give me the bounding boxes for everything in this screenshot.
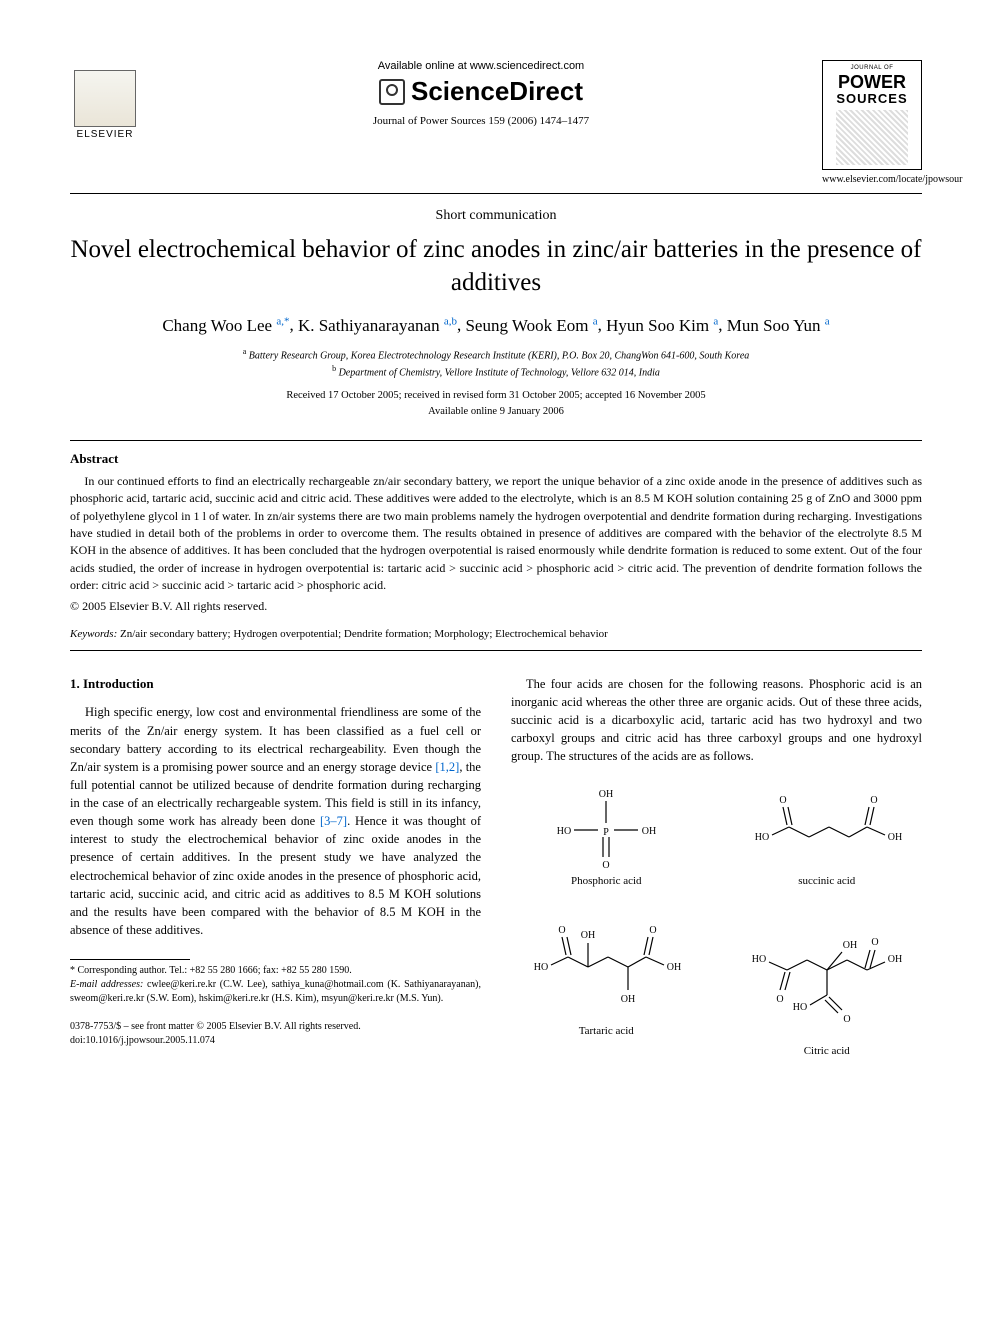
left-column: 1. Introduction High specific energy, lo… — [70, 675, 481, 1061]
phosphoric-label: Phosphoric acid — [571, 874, 642, 890]
author-1: Chang Woo Lee a,* — [162, 316, 289, 335]
elsevier-text: ELSEVIER — [77, 129, 134, 140]
keywords-line: Keywords: Zn/air secondary battery; Hydr… — [70, 628, 922, 640]
right-column: The four acids are chosen for the follow… — [511, 675, 922, 1061]
email-line: E-mail addresses: cwlee@keri.re.kr (C.W.… — [70, 978, 481, 1006]
abstract-top-rule — [70, 440, 922, 441]
author-3: Seung Wook Eom a — [465, 316, 597, 335]
center-header: Available online at www.sciencedirect.co… — [140, 60, 822, 127]
journal-graphic — [836, 110, 908, 165]
abstract-copyright: © 2005 Elsevier B.V. All rights reserved… — [70, 599, 922, 614]
succinic-acid-structure: HO OH O O suc — [732, 785, 923, 890]
footnotes: * Corresponding author. Tel.: +82 55 280… — [70, 964, 481, 1006]
svg-text:OH: OH — [888, 832, 902, 843]
section-1-heading: 1. Introduction — [70, 675, 481, 694]
abstract-bottom-rule — [70, 650, 922, 651]
affiliation-a: a Battery Research Group, Korea Electrot… — [70, 346, 922, 363]
corresponding-author: * Corresponding author. Tel.: +82 55 280… — [70, 964, 481, 978]
svg-text:P: P — [603, 827, 609, 838]
journal-logo: JOURNAL OF POWER SOURCES www.elsevier.co… — [822, 60, 922, 185]
sciencedirect-icon — [379, 79, 405, 105]
keywords-label: Keywords: — [70, 628, 117, 640]
tartaric-acid-svg: HO OH O O — [526, 910, 686, 1020]
email-label: E-mail addresses: — [70, 979, 143, 990]
citric-acid-svg: HO O OH O OH — [742, 910, 912, 1040]
article-dates: Received 17 October 2005; received in re… — [70, 388, 922, 420]
keywords-text: Zn/air secondary battery; Hydrogen overp… — [120, 628, 608, 640]
svg-text:HO: HO — [752, 954, 766, 965]
journal-top-text: JOURNAL OF — [851, 65, 894, 71]
svg-text:OH: OH — [581, 930, 595, 941]
issn-line: 0378-7753/$ – see front matter © 2005 El… — [70, 1020, 481, 1034]
doi-line: doi:10.1016/j.jpowsour.2005.11.074 — [70, 1034, 481, 1048]
abstract-heading: Abstract — [70, 451, 922, 467]
svg-text:OH: OH — [888, 954, 902, 965]
author-4: Hyun Soo Kim a — [606, 316, 718, 335]
citric-acid-structure: HO O OH O OH — [732, 910, 923, 1060]
svg-text:OH: OH — [667, 962, 681, 973]
succinic-acid-svg: HO OH O O — [747, 785, 907, 870]
ref-link-2[interactable]: [3–7] — [320, 814, 347, 828]
ref-link-1[interactable]: [1,2] — [435, 760, 459, 774]
author-5: Mun Soo Yun a — [727, 316, 830, 335]
citric-label: Citric acid — [804, 1044, 850, 1060]
journal-citation: Journal of Power Sources 159 (2006) 1474… — [160, 115, 802, 127]
svg-text:OH: OH — [621, 994, 635, 1005]
body-columns: 1. Introduction High specific energy, lo… — [70, 675, 922, 1061]
online-date: Available online 9 January 2006 — [70, 404, 922, 420]
journal-main-text: POWER — [838, 73, 906, 91]
svg-text:O: O — [843, 1014, 850, 1025]
svg-text:O: O — [871, 937, 878, 948]
svg-text:O: O — [779, 795, 786, 806]
footnote-rule — [70, 959, 190, 960]
svg-text:O: O — [603, 860, 610, 870]
svg-text:O: O — [776, 994, 783, 1005]
acids-paragraph: The four acids are chosen for the follow… — [511, 675, 922, 766]
tartaric-label: Tartaric acid — [579, 1024, 634, 1040]
affiliation-b: b Department of Chemistry, Vellore Insti… — [70, 363, 922, 380]
affiliations: a Battery Research Group, Korea Electrot… — [70, 346, 922, 381]
svg-text:HO: HO — [534, 962, 548, 973]
authors-line: Chang Woo Lee a,*, K. Sathiyanarayanan a… — [70, 315, 922, 336]
chemical-structures: OH P HO OH O Phosphoric acid — [511, 785, 922, 1060]
article-type: Short communication — [70, 208, 922, 224]
journal-sub-text: SOURCES — [836, 91, 907, 106]
available-online-text: Available online at www.sciencedirect.co… — [160, 60, 802, 72]
top-rule — [70, 193, 922, 194]
svg-text:HO: HO — [793, 1002, 807, 1013]
svg-text:O: O — [870, 795, 877, 806]
paper-page: ELSEVIER Available online at www.science… — [0, 0, 992, 1100]
svg-text:O: O — [650, 925, 657, 936]
article-title: Novel electrochemical behavior of zinc a… — [70, 234, 922, 299]
phosphoric-acid-structure: OH P HO OH O Phosphoric acid — [511, 785, 702, 890]
elsevier-logo: ELSEVIER — [70, 60, 140, 140]
elsevier-tree-icon — [74, 70, 136, 127]
svg-text:HO: HO — [557, 826, 571, 837]
phosphoric-acid-svg: OH P HO OH O — [546, 785, 666, 870]
intro-paragraph: High specific energy, low cost and envir… — [70, 703, 481, 939]
svg-text:HO: HO — [755, 832, 769, 843]
header-row: ELSEVIER Available online at www.science… — [70, 60, 922, 185]
received-date: Received 17 October 2005; received in re… — [70, 388, 922, 404]
svg-text:OH: OH — [843, 940, 857, 951]
abstract-text: In our continued efforts to find an elec… — [70, 473, 922, 595]
svg-text:OH: OH — [642, 826, 656, 837]
sciencedirect-text: ScienceDirect — [411, 76, 583, 107]
svg-text:OH: OH — [599, 789, 613, 800]
footer-block: 0378-7753/$ – see front matter © 2005 El… — [70, 1020, 481, 1048]
sciencedirect-brand: ScienceDirect — [160, 76, 802, 107]
tartaric-acid-structure: HO OH O O — [511, 910, 702, 1060]
succinic-label: succinic acid — [798, 874, 855, 890]
author-2: K. Sathiyanarayanan a,b — [298, 316, 457, 335]
journal-url: www.elsevier.com/locate/jpowsour — [822, 174, 922, 185]
journal-logo-box: JOURNAL OF POWER SOURCES — [822, 60, 922, 170]
svg-text:O: O — [559, 925, 566, 936]
